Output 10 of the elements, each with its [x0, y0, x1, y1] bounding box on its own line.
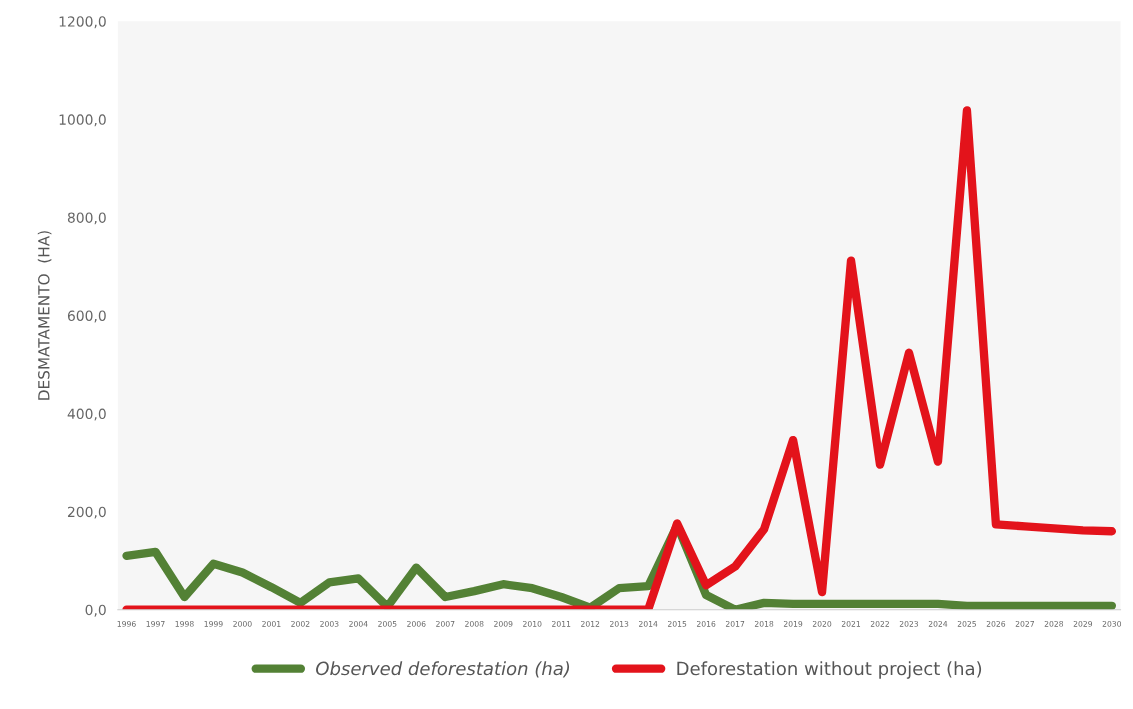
y-tick-label: 800,0 — [67, 212, 106, 225]
legend-label: Observed deforestation (ha) — [316, 661, 570, 678]
y-tick-label: 1000,0 — [59, 114, 106, 127]
y-tick-label: 600,0 — [67, 310, 106, 323]
y-tick-label: 400,0 — [67, 408, 106, 421]
y-tick-label: 1200,0 — [59, 16, 106, 29]
y-tick-label: 200,0 — [67, 506, 106, 519]
y-axis-title: DESMATAMENTO (HA) — [37, 231, 52, 400]
legend-label: Deforestation without project (ha) — [677, 661, 982, 679]
y-tick-label: 0,0 — [85, 604, 106, 617]
